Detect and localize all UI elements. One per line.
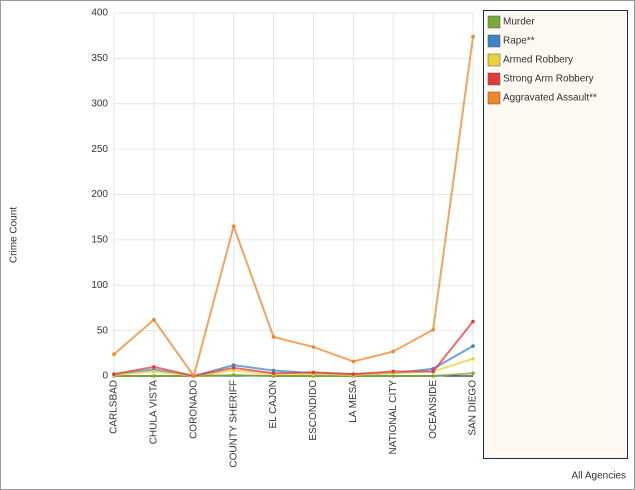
point [431, 374, 435, 378]
point [391, 374, 396, 378]
legend-swatch [487, 15, 501, 29]
point [431, 369, 435, 374]
x-tick-label: COUNTY SHERIFF [228, 380, 239, 468]
point [112, 372, 116, 376]
legend-label: Aggravated Assault** [503, 93, 597, 104]
legend-swatch [487, 34, 501, 48]
y-tick-label: 400 [91, 8, 108, 19]
legend-box [483, 10, 628, 459]
y-tick-label: 100 [91, 280, 108, 291]
point [471, 356, 475, 361]
point [271, 368, 276, 373]
point [351, 359, 356, 364]
point [152, 317, 156, 322]
point [191, 374, 196, 378]
x-tick-label: SAN DIEGO [468, 380, 479, 436]
x-tick-label: CARLSBAD [109, 380, 120, 434]
series-line [113, 320, 474, 378]
point [231, 368, 236, 373]
point [471, 371, 475, 376]
legend-swatch [487, 91, 501, 105]
point [271, 335, 276, 339]
series-line [113, 36, 474, 379]
point [231, 366, 236, 370]
x-tick-label: CORONADO [188, 380, 199, 439]
point [431, 327, 435, 332]
point [152, 369, 156, 374]
point [311, 345, 316, 349]
point [391, 349, 396, 354]
x-tick-label: LA MESA [348, 380, 359, 423]
legend-swatch [487, 72, 501, 86]
y-tick-label: 150 [91, 235, 108, 246]
legend-label: Murder [503, 17, 535, 28]
y-tick-label: 350 [91, 53, 108, 64]
y-tick-label: 250 [91, 144, 108, 155]
point [471, 319, 475, 324]
x-tick-label: NATIONAL CITY [388, 380, 399, 455]
y-tick-label: 200 [91, 189, 108, 200]
point [471, 34, 475, 39]
series-line [114, 372, 474, 377]
x-tick-label: OCEANSIDE [428, 380, 439, 439]
point [231, 363, 236, 367]
point [152, 374, 156, 378]
point [112, 352, 116, 357]
point [271, 371, 276, 376]
point [231, 224, 236, 229]
y-axis-label: Crime Count [9, 207, 20, 263]
point [231, 373, 236, 377]
legend-swatch [487, 53, 501, 67]
legend-label: Strong Arm Robbery [503, 74, 594, 85]
point [152, 365, 156, 369]
y-tick-label: 50 [97, 325, 109, 336]
y-tick-label: 300 [91, 98, 108, 109]
x-tick-label: ESCONDIDO [308, 380, 319, 441]
legend-label: Rape** [503, 36, 535, 47]
point [311, 370, 316, 375]
x-tick-label: EL CAJON [268, 380, 279, 429]
y-tick-label: 0 [102, 371, 108, 382]
point [391, 369, 396, 374]
legend-label: Armed Robbery [503, 55, 573, 66]
point [471, 344, 475, 348]
point [351, 372, 356, 376]
footer: All Agencies [572, 471, 626, 482]
x-tick-label: CHULA VISTA [149, 380, 160, 445]
